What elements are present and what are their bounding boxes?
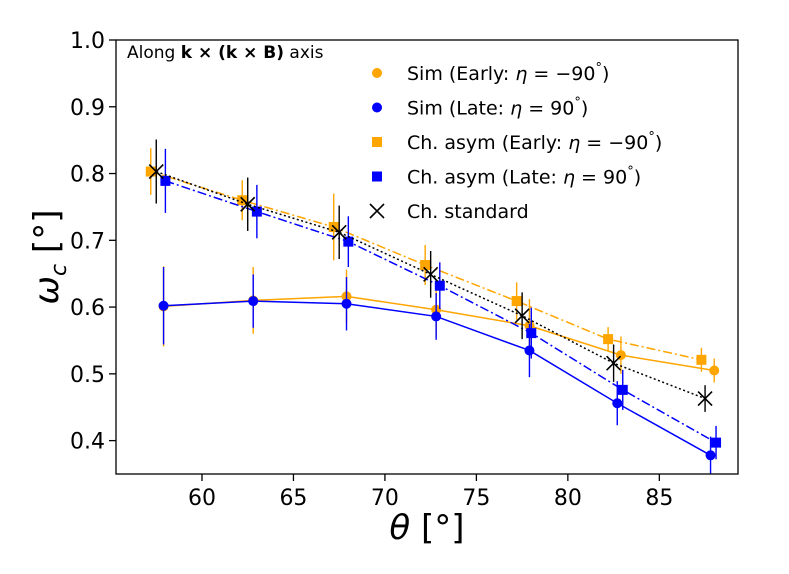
annotation-bold: k × (k × B) [181, 43, 284, 63]
data-point [612, 398, 623, 409]
series-ch-asym-late [160, 148, 722, 460]
x-axis-symbol: θ [389, 508, 410, 548]
x-tick-label: 80 [554, 486, 582, 511]
data-point [696, 354, 707, 365]
x-tick-label: 85 [645, 486, 673, 511]
legend-label-part: η [510, 98, 522, 120]
data-point [248, 296, 259, 307]
data-point [709, 365, 720, 376]
data-point [160, 175, 171, 186]
legend-marker [372, 68, 382, 78]
legend-label-part: Sim (Late: [407, 98, 510, 120]
legend-item-ch-asym-late: Ch. asym (Late: η = 90°) [372, 165, 641, 189]
y-axis-symbol: ω [27, 276, 67, 304]
y-tick-label: 0.7 [70, 229, 105, 254]
y-axis-subscript: c [47, 264, 72, 276]
data-point [514, 308, 530, 324]
x-tick-label: 60 [188, 486, 216, 511]
series-line-sim-late [163, 300, 711, 456]
legend-label-part: ° [648, 130, 655, 145]
legend-label-part: Ch. standard [407, 201, 529, 223]
x-axis-ticks: 60 65 70 75 80 85 [188, 474, 673, 511]
data-point [526, 328, 537, 339]
legend-label-part: ) [602, 63, 609, 85]
y-tick-label: 0.6 [70, 296, 105, 321]
data-point [423, 266, 439, 282]
legend-label-part: η [568, 132, 580, 154]
x-tick-label: 75 [462, 486, 490, 511]
data-point [606, 355, 622, 371]
plot-area [145, 139, 722, 474]
legend-label: Ch. asym (Late: η = 90°) [407, 165, 641, 189]
legend-label-part: Ch. asym (Late: [407, 167, 563, 189]
legend-label: Sim (Early: η = −90°) [407, 61, 609, 85]
y-tick-label: 0.9 [70, 96, 105, 121]
y-axis-unit: [°] [27, 210, 67, 264]
y-axis-label-group: ωc [°] [27, 210, 72, 305]
data-point [158, 300, 169, 311]
legend-label-part: η [515, 63, 527, 85]
legend: Sim (Early: η = −90°)Sim (Late: η = 90°)… [369, 61, 662, 223]
x-axis-label: θ [°] [389, 508, 464, 548]
y-tick-label: 0.8 [70, 163, 105, 188]
legend-marker [372, 102, 382, 113]
legend-marker [369, 203, 385, 219]
legend-label-part: ° [574, 96, 581, 111]
data-point [341, 298, 352, 309]
y-axis-label: ωc [°] [27, 210, 72, 305]
legend-label-part: ° [627, 165, 634, 180]
data-point [434, 280, 445, 291]
legend-label-part: ) [581, 98, 588, 120]
legend-label-part: ) [634, 167, 641, 189]
data-point [240, 196, 256, 212]
legend-marker [372, 171, 382, 182]
y-axis-ticks: 0.4 0.5 0.6 0.7 0.8 0.9 1.0 [70, 29, 116, 455]
legend-label: Ch. standard [407, 201, 529, 223]
legend-label-part: = 90 [522, 98, 574, 120]
annotation-prefix: Along [127, 43, 181, 63]
legend-label: Sim (Late: η = 90°) [407, 96, 588, 120]
legend-label-part: η [563, 167, 575, 189]
data-point [603, 334, 614, 345]
axis-annotation: Along k × (k × B) axis [127, 43, 324, 63]
legend-label-part: ° [596, 61, 603, 76]
annotation-suffix: axis [284, 43, 324, 63]
x-tick-label: 65 [279, 486, 307, 511]
x-axis-unit: [°] [410, 508, 464, 548]
data-point [705, 450, 716, 461]
plot-frame [115, 39, 739, 475]
legend-item-ch-standard: Ch. standard [369, 201, 529, 223]
data-point [331, 224, 347, 240]
data-point [237, 195, 248, 206]
series-sim-late [158, 267, 716, 474]
data-point [524, 345, 535, 356]
legend-item-sim-late: Sim (Late: η = 90°) [372, 96, 588, 120]
legend-label-part: Sim (Early: [407, 63, 515, 85]
data-point [343, 236, 354, 247]
data-point [251, 206, 262, 217]
legend-label: Ch. asym (Early: η = −90°) [407, 130, 662, 154]
legend-label-part: ) [655, 132, 662, 154]
data-point [711, 437, 722, 448]
data-point [617, 384, 628, 395]
legend-label-part: = 90 [575, 167, 627, 189]
data-point [697, 390, 713, 407]
data-point [145, 166, 156, 177]
legend-label-part: = −90 [580, 132, 648, 154]
x-tick-label: 70 [371, 486, 399, 511]
legend-label-part: = −90 [527, 63, 595, 85]
legend-item-sim-early: Sim (Early: η = −90°) [372, 61, 609, 85]
legend-marker [372, 137, 382, 147]
data-point [431, 311, 442, 322]
data-point [148, 163, 164, 180]
series-ch-standard [148, 139, 713, 412]
y-tick-label: 0.4 [70, 430, 105, 455]
y-tick-label: 0.5 [70, 363, 105, 388]
data-point [420, 260, 431, 271]
data-point [511, 296, 522, 307]
legend-label-part: Ch. asym (Early: [407, 132, 568, 154]
legend-item-ch-asym-early: Ch. asym (Early: η = −90°) [372, 130, 662, 154]
y-tick-label: 1.0 [70, 29, 105, 54]
